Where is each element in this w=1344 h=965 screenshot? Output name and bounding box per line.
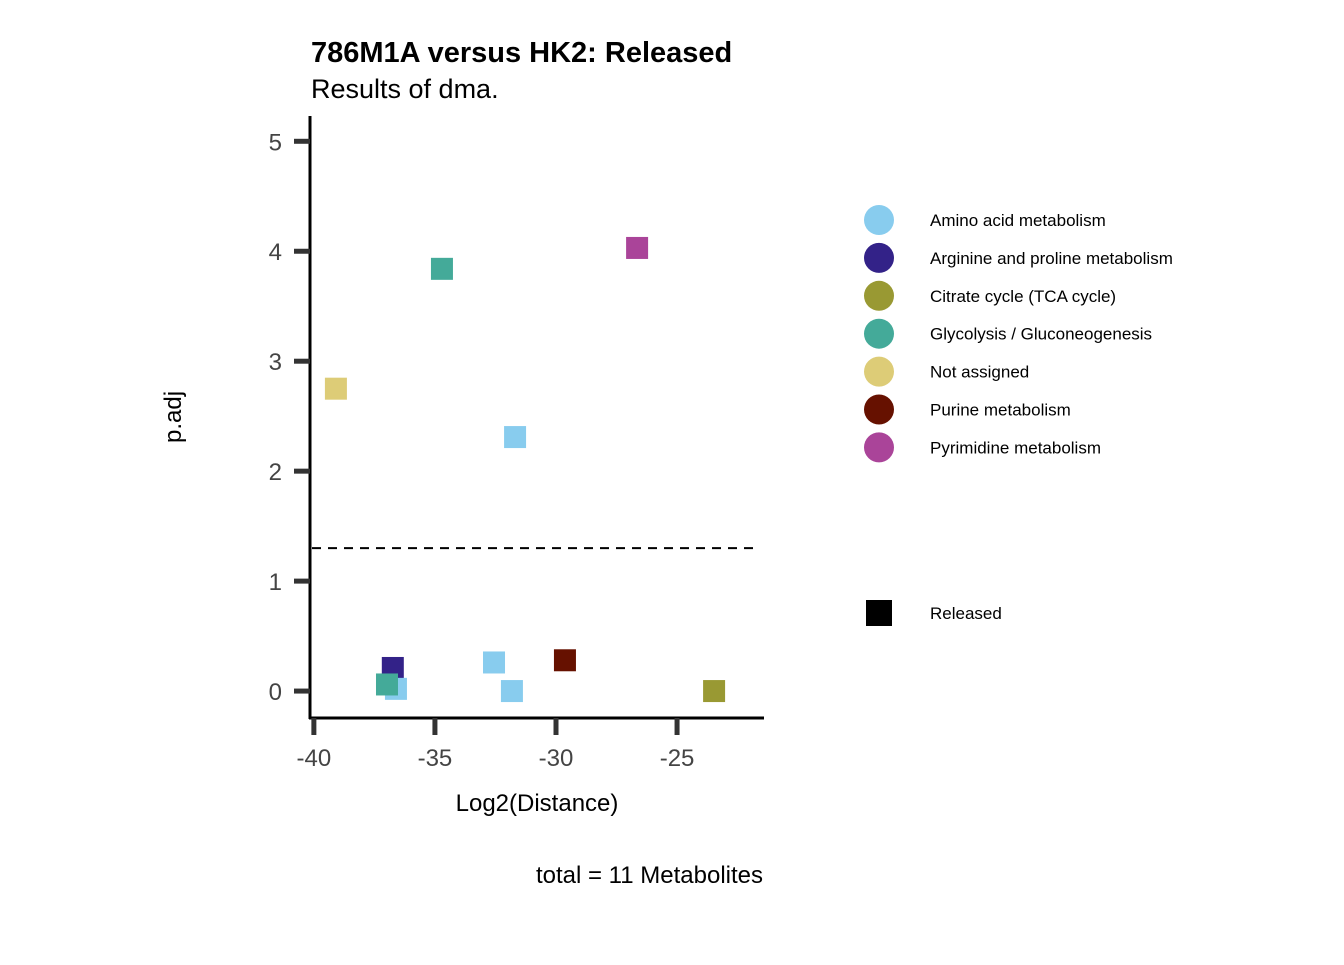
data-point: [500, 680, 523, 703]
data-point: [626, 236, 649, 259]
legend-label: Arginine and proline metabolism: [930, 249, 1173, 268]
y-tick-label: 5: [269, 129, 282, 156]
legend-swatch: [864, 280, 894, 311]
x-axis-label: Log2(Distance): [456, 790, 619, 817]
x-tick-label: -25: [660, 745, 695, 772]
legend-shape-square: [866, 600, 892, 626]
chart-title: 786M1A versus HK2: Released: [311, 37, 732, 69]
legend-label: Purine metabolism: [930, 401, 1071, 420]
legend-label: Citrate cycle (TCA cycle): [930, 287, 1116, 306]
data-point: [375, 673, 398, 696]
x-tick-label: -35: [418, 745, 453, 772]
legend-label: Released: [930, 604, 1002, 623]
legend-swatch: [864, 318, 894, 349]
y-tick-label: 1: [269, 569, 282, 596]
y-tick-label: 0: [269, 679, 282, 706]
y-tick-label: 4: [269, 239, 282, 266]
legend-label: Amino acid metabolism: [930, 211, 1106, 230]
data-point: [703, 680, 726, 703]
chart-subtitle: Results of dma.: [311, 74, 499, 104]
data-point: [553, 649, 576, 672]
legend-swatch: [864, 394, 894, 425]
data-point: [324, 377, 347, 400]
y-tick-label: 2: [269, 459, 282, 486]
legend-swatch: [864, 356, 894, 387]
legend-swatch: [864, 432, 894, 463]
y-axis-label: p.adj: [160, 391, 187, 443]
legend-label: Pyrimidine metabolism: [930, 438, 1101, 457]
data-point: [430, 257, 453, 280]
data-point: [483, 651, 506, 674]
legend-swatch: [864, 242, 894, 273]
legend-swatch: [864, 205, 894, 235]
chart-caption: total = 11 Metabolites: [536, 862, 763, 889]
x-tick-label: -30: [539, 745, 574, 772]
legend-label: Glycolysis / Gluconeogenesis: [930, 325, 1152, 344]
x-tick-label: -40: [297, 745, 332, 772]
legend-label: Not assigned: [930, 363, 1029, 382]
y-tick-label: 3: [269, 349, 282, 376]
data-point: [504, 426, 527, 449]
